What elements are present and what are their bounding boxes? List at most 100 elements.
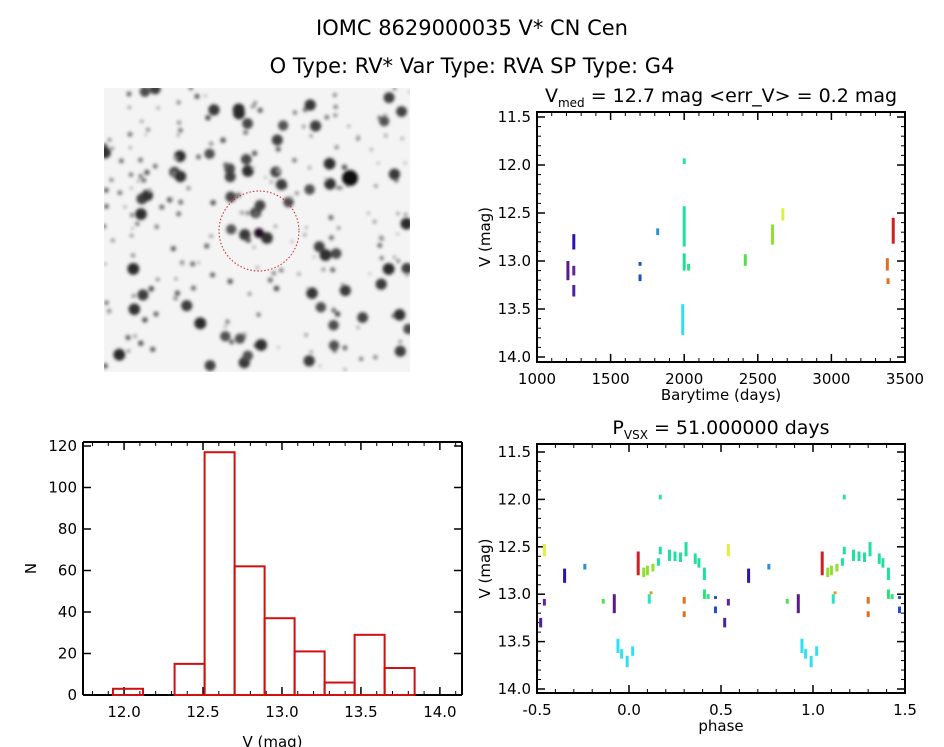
star [148,285,155,292]
star [224,171,236,183]
star [396,258,401,264]
target-circle [218,190,300,272]
y-tick-label: 20 [58,645,77,663]
star [209,234,214,239]
data-point-cluster [809,655,813,668]
star [318,364,322,368]
histogram-bar [263,617,296,696]
star [139,88,151,97]
star [210,199,216,206]
star [278,120,289,131]
histogram-bar [203,451,236,696]
star [194,93,200,100]
star [400,136,404,141]
star [377,242,383,248]
star [257,107,263,113]
star [242,118,253,129]
histogram-bar [112,687,145,697]
data-point-cluster [868,542,872,557]
star [396,211,400,216]
star [109,177,114,183]
star [242,165,254,177]
star [253,100,258,105]
data-point-cluster [891,217,895,244]
lightcurve-plot: 1000 1500 2000 2500 3000 3500 11.5 12.0 12.5 13.0… [476,85,924,404]
data-point-cluster [890,594,894,599]
data-point-cluster [863,552,867,562]
star [324,114,330,120]
star [154,224,160,230]
data-point-cluster [726,543,730,557]
star [368,272,372,276]
data-point-cluster [886,278,890,285]
star [126,349,131,354]
star [104,187,109,193]
star [388,168,401,180]
data-point-cluster [897,596,901,599]
star [242,350,253,362]
star [379,116,390,127]
star [336,226,341,231]
data-point-cluster [785,598,789,604]
star [321,267,326,272]
star [250,105,254,109]
star [204,243,210,249]
star [155,277,160,282]
data-point-cluster [682,597,686,604]
star [273,224,278,229]
phased-plot: -0.5 0.0 0.5 1.0 1.5 11.5 12.0 12.5 13.0 13.5 14.0… [476,417,917,735]
star [128,303,141,316]
star [138,173,144,179]
star [271,134,283,146]
star [396,232,400,236]
star [271,270,277,276]
star [263,175,268,179]
star [144,133,148,137]
data-point-cluster [673,551,677,562]
star [283,196,294,208]
data-point-cluster [647,594,651,604]
star [251,150,258,157]
histogram-bar [353,633,386,697]
star [356,325,360,330]
histogram-bar [293,650,326,696]
star [309,133,314,138]
data-point-cluster [658,494,662,500]
data-point-cluster [800,638,804,653]
data-point-cluster [631,646,635,656]
star [205,114,211,121]
data-point-cluster [886,589,890,599]
star [107,137,112,142]
data-point-cluster [625,655,629,668]
star [104,223,107,229]
x-tick-label: 0.0 [617,701,641,719]
y-tick-label: 12.0 [498,156,531,174]
star [256,312,261,318]
star [170,245,177,252]
star [253,211,259,217]
y-axis-label: V (mag) [476,538,494,598]
star [373,183,378,188]
star [147,188,152,193]
star [178,199,184,205]
data-point-cluster [679,552,683,562]
star [220,331,231,342]
star [303,355,315,367]
star [334,145,339,150]
data-point-cluster [697,558,701,568]
star [383,133,388,138]
star [226,224,237,235]
data-point-cluster [702,589,706,599]
star [149,88,161,95]
star [130,253,136,258]
star [382,263,395,275]
star [398,339,403,344]
star [401,262,410,274]
star [372,219,377,224]
star [275,146,281,152]
star [373,354,378,360]
y-tick-label: 11.5 [498,443,531,461]
star [208,141,214,146]
data-point-cluster [886,567,890,580]
x-tick-label: 1000 [518,370,556,388]
